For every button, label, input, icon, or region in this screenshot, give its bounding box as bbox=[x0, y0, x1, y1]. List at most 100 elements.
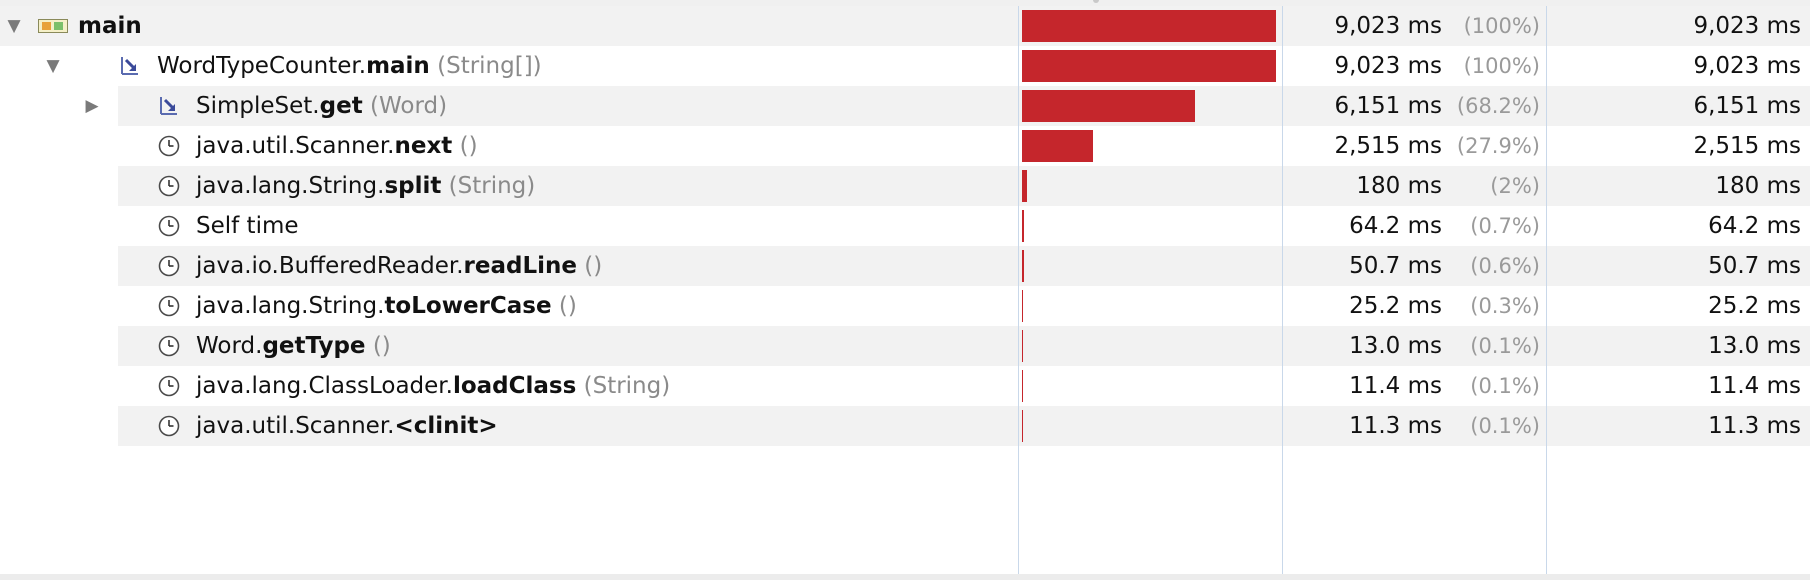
tree-row[interactable]: ▼ WordTypeCounter.main (String[]) 9,023 ms… bbox=[0, 46, 1810, 86]
method-signature: () bbox=[576, 253, 603, 279]
time-value: 11.4 ms bbox=[1349, 373, 1442, 399]
method-name: get bbox=[319, 93, 363, 119]
total-time-value: 6,151 ms bbox=[1693, 93, 1801, 119]
class-prefix: java.util.Scanner. bbox=[196, 133, 395, 159]
time-bar-cell bbox=[1022, 130, 1278, 162]
total-time-value: 9,023 ms bbox=[1693, 13, 1801, 39]
time-value: 180 ms bbox=[1356, 173, 1442, 199]
method-signature: (Word) bbox=[362, 93, 448, 119]
column-divider-bar[interactable] bbox=[1018, 6, 1019, 574]
method-label: java.util.Scanner.<clinit> bbox=[196, 406, 498, 446]
tree-row[interactable]: java.util.Scanner.next () 2,515 ms (27.9%)… bbox=[0, 126, 1810, 166]
total-time-value: 11.3 ms bbox=[1708, 413, 1801, 439]
row-text: Self time bbox=[196, 213, 299, 239]
clock-icon bbox=[158, 335, 180, 357]
expand-toggle-icon[interactable]: ▼ bbox=[7, 16, 21, 36]
method-signature: () bbox=[365, 333, 391, 359]
time-bar-cell bbox=[1022, 210, 1278, 242]
class-prefix: java.lang.String. bbox=[196, 293, 385, 319]
time-value: 50.7 ms bbox=[1349, 253, 1442, 279]
total-time-value: 13.0 ms bbox=[1708, 333, 1801, 359]
total-time-value: 180 ms bbox=[1715, 173, 1801, 199]
method-call-icon bbox=[158, 95, 180, 117]
tree-row[interactable]: java.lang.String.split (String) 180 ms (2%… bbox=[0, 166, 1810, 206]
time-bar bbox=[1022, 10, 1276, 42]
row-stripe bbox=[118, 86, 1810, 126]
column-divider-time[interactable] bbox=[1282, 6, 1283, 574]
time-percent: (0.3%) bbox=[1470, 294, 1540, 318]
clock-icon bbox=[158, 415, 180, 437]
thread-icon bbox=[38, 19, 68, 41]
time-percent: (68.2%) bbox=[1456, 94, 1540, 118]
table-bottom-border bbox=[0, 574, 1810, 580]
collapse-toggle-icon[interactable]: ▶ bbox=[85, 96, 99, 116]
tree-row[interactable]: java.io.BufferedReader.readLine () 50.7 m… bbox=[0, 246, 1810, 286]
method-name: split bbox=[384, 173, 442, 199]
method-signature: (String) bbox=[576, 373, 671, 399]
time-bar-cell bbox=[1022, 50, 1278, 82]
clock-icon bbox=[158, 175, 180, 197]
row-stripe bbox=[118, 166, 1810, 206]
time-value: 2,515 ms bbox=[1334, 133, 1442, 159]
class-prefix: SimpleSet. bbox=[196, 93, 320, 119]
time-value: 11.3 ms bbox=[1349, 413, 1442, 439]
method-label: java.io.BufferedReader.readLine () bbox=[196, 246, 602, 286]
time-bar-cell bbox=[1022, 170, 1278, 202]
class-prefix: java.io.BufferedReader. bbox=[196, 253, 464, 279]
tree-row[interactable]: java.util.Scanner.<clinit> 11.3 ms (0.1%) 1… bbox=[0, 406, 1810, 446]
expand-toggle-icon[interactable]: ▼ bbox=[46, 56, 60, 76]
time-bar bbox=[1022, 210, 1024, 242]
tree-row[interactable]: ▼ main 9,023 ms (100%) 9,023 ms bbox=[0, 6, 1810, 46]
time-percent: (0.1%) bbox=[1470, 374, 1540, 398]
time-bar-cell bbox=[1022, 330, 1278, 362]
time-bar-cell bbox=[1022, 10, 1278, 42]
method-name: next bbox=[394, 133, 453, 159]
row-stripe bbox=[118, 246, 1810, 286]
method-label: java.lang.ClassLoader.loadClass (String) bbox=[196, 366, 670, 406]
method-label: java.lang.String.toLowerCase () bbox=[196, 286, 577, 326]
row-stripe bbox=[118, 326, 1810, 366]
total-time-value: 2,515 ms bbox=[1693, 133, 1801, 159]
clock-icon bbox=[158, 255, 180, 277]
time-percent: (0.1%) bbox=[1470, 334, 1540, 358]
method-signature: () bbox=[452, 133, 478, 159]
time-bar bbox=[1022, 130, 1093, 162]
method-call-icon bbox=[119, 55, 141, 77]
call-tree-table: ▼ main 9,023 ms (100%) 9,023 ms ▼ WordTypeCoun… bbox=[0, 6, 1810, 580]
total-time-value: 25.2 ms bbox=[1708, 293, 1801, 319]
tree-row[interactable]: ▶ SimpleSet.get (Word) 6,151 ms (68.2%) 6,15… bbox=[0, 86, 1810, 126]
method-name: readLine bbox=[463, 253, 577, 279]
clock-icon bbox=[158, 215, 180, 237]
time-percent: (0.1%) bbox=[1470, 414, 1540, 438]
tree-row[interactable]: Self time 64.2 ms (0.7%) 64.2 ms bbox=[0, 206, 1810, 246]
time-percent: (100%) bbox=[1463, 54, 1540, 78]
method-name: <clinit> bbox=[394, 413, 498, 439]
class-prefix: WordTypeCounter. bbox=[157, 53, 367, 79]
method-name: main bbox=[78, 13, 142, 39]
method-signature: (String[]) bbox=[429, 53, 542, 79]
total-time-value: 11.4 ms bbox=[1708, 373, 1801, 399]
time-bar-cell bbox=[1022, 250, 1278, 282]
time-bar-cell bbox=[1022, 410, 1278, 442]
method-label: WordTypeCounter.main (String[]) bbox=[157, 46, 542, 86]
column-divider-total[interactable] bbox=[1546, 6, 1547, 574]
class-prefix: java.lang.String. bbox=[196, 173, 385, 199]
tree-row[interactable]: java.lang.ClassLoader.loadClass (String)… bbox=[0, 366, 1810, 406]
method-label: java.lang.String.split (String) bbox=[196, 166, 535, 206]
time-value: 13.0 ms bbox=[1349, 333, 1442, 359]
tree-row[interactable]: Word.getType () 13.0 ms (0.1%) 13.0 ms bbox=[0, 326, 1810, 366]
method-name: main bbox=[366, 53, 430, 79]
time-value: 9,023 ms bbox=[1334, 53, 1442, 79]
time-value: 9,023 ms bbox=[1334, 13, 1442, 39]
method-label: java.util.Scanner.next () bbox=[196, 126, 478, 166]
row-stripe bbox=[118, 406, 1810, 446]
time-value: 64.2 ms bbox=[1349, 213, 1442, 239]
time-value: 6,151 ms bbox=[1334, 93, 1442, 119]
tree-row[interactable]: java.lang.String.toLowerCase () 25.2 ms (0… bbox=[0, 286, 1810, 326]
method-label: Word.getType () bbox=[196, 326, 391, 366]
time-value: 25.2 ms bbox=[1349, 293, 1442, 319]
time-bar bbox=[1022, 50, 1276, 82]
class-prefix: java.util.Scanner. bbox=[196, 413, 395, 439]
time-bar bbox=[1022, 90, 1196, 122]
time-bar bbox=[1022, 170, 1028, 202]
